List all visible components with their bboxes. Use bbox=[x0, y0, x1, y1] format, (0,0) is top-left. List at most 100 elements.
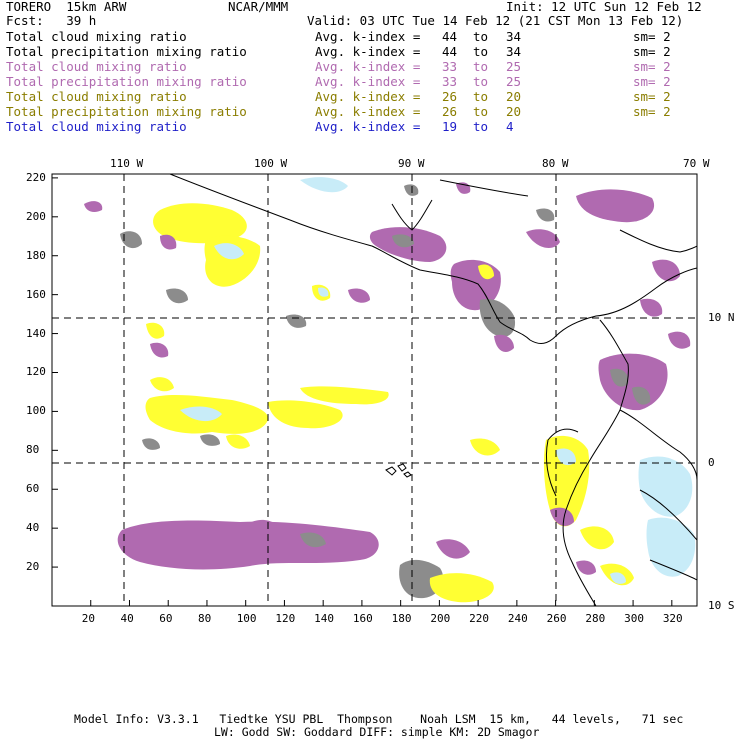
y-tick-label: 140 bbox=[26, 326, 46, 340]
legend-kindex-end: 25 bbox=[506, 74, 522, 89]
x-tick-label: 140 bbox=[314, 612, 335, 625]
x-tick-label: 60 bbox=[159, 612, 173, 625]
legend-row: Total precipitation mixing ratio Avg. k-i… bbox=[6, 104, 734, 119]
org-label: NCAR/MMM bbox=[228, 0, 289, 14]
legend-row: Total cloud mixing ratio Avg. k-index = 33… bbox=[6, 59, 734, 74]
legend-field-label: Total precipitation mixing ratio bbox=[6, 104, 247, 119]
cloud-region bbox=[429, 573, 494, 603]
longitude-label: 100 W bbox=[254, 157, 288, 170]
x-tick-label: 40 bbox=[120, 612, 134, 625]
legend-kindex-start: 19 bbox=[442, 119, 458, 134]
longitude-label: 90 W bbox=[398, 157, 425, 170]
legend-kindex-label: Avg. k-index = bbox=[315, 59, 421, 74]
cloud-region bbox=[248, 519, 280, 537]
x-tick-label: 280 bbox=[585, 612, 606, 625]
legend-to-label: to bbox=[473, 89, 489, 104]
cloud-region bbox=[300, 532, 326, 548]
legend-kindex-label: Avg. k-index = bbox=[315, 104, 421, 119]
x-tick-label: 220 bbox=[469, 612, 489, 625]
valid-time: Valid: 03 UTC Tue 14 Feb 12 (21 CST Mon … bbox=[307, 13, 684, 28]
y-tick-label: 20 bbox=[26, 560, 40, 574]
cloud-region bbox=[543, 435, 590, 527]
cloud-region bbox=[436, 539, 470, 559]
map-frame bbox=[51, 173, 698, 607]
cloud-region bbox=[632, 386, 651, 405]
legend-kindex-end: 20 bbox=[506, 89, 522, 104]
legend-kindex-start: 44 bbox=[442, 44, 458, 59]
legend-smoothing: sm= 2 bbox=[633, 104, 671, 119]
cloud-region bbox=[166, 288, 188, 304]
legend-kindex-end: 25 bbox=[506, 59, 522, 74]
cloud-region bbox=[142, 438, 160, 450]
cloud-region bbox=[153, 203, 247, 244]
latitude-label: 0 bbox=[708, 456, 715, 469]
model-info: Model Info: V3.3.1 Tiedtke YSU PBL Thomp… bbox=[74, 712, 684, 726]
cloud-region bbox=[576, 560, 596, 575]
cloud-region bbox=[180, 406, 222, 422]
longitude-label: 110 W bbox=[110, 157, 144, 170]
legend-field-label: Total precipitation mixing ratio bbox=[6, 44, 247, 59]
x-tick-label: 260 bbox=[546, 612, 567, 625]
y-tick-label: 200 bbox=[26, 209, 46, 223]
y-tick-label: 180 bbox=[26, 248, 46, 262]
x-tick-label: 240 bbox=[507, 612, 528, 625]
cloud-region bbox=[404, 184, 419, 196]
cloud-region bbox=[300, 177, 348, 193]
longitude-label: 70 W bbox=[683, 157, 710, 170]
cloud-region bbox=[226, 434, 250, 449]
legend-to-label: to bbox=[473, 104, 489, 119]
legend-row: Total precipitation mixing ratio Avg. k-i… bbox=[6, 44, 734, 59]
cloud-region bbox=[204, 235, 261, 287]
cloud-region bbox=[200, 434, 220, 446]
legend-kindex-label: Avg. k-index = bbox=[315, 29, 421, 44]
y-tick-label: 80 bbox=[26, 443, 40, 457]
init-time: Init: 12 UTC Sun 12 Feb 12 bbox=[506, 0, 702, 14]
legend-to-label: to bbox=[473, 119, 489, 134]
cloud-region bbox=[610, 572, 626, 584]
cloud-region bbox=[478, 264, 494, 280]
x-tick-label: 300 bbox=[624, 612, 644, 625]
legend-to-label: to bbox=[473, 74, 489, 89]
legend-to-label: to bbox=[473, 29, 489, 44]
x-tick-label: 120 bbox=[275, 612, 296, 625]
cloud-region bbox=[668, 331, 691, 349]
legend-kindex-label: Avg. k-index = bbox=[315, 89, 421, 104]
legend-kindex-end: 4 bbox=[506, 119, 514, 134]
cloud-region bbox=[556, 448, 576, 466]
cloud-region bbox=[160, 234, 177, 250]
cloud-region bbox=[286, 314, 307, 328]
legend-field-label: Total cloud mixing ratio bbox=[6, 89, 187, 104]
x-tick-label: 320 bbox=[662, 612, 683, 625]
physics-info: LW: Godd SW: Goddard DIFF: simple KM: 2D… bbox=[214, 725, 540, 739]
cloud-region bbox=[638, 456, 693, 517]
legend-smoothing: sm= 2 bbox=[633, 89, 671, 104]
cloud-region bbox=[150, 377, 174, 392]
legend-kindex-label: Avg. k-index = bbox=[315, 74, 421, 89]
cloud-region bbox=[610, 368, 629, 387]
cloud-region bbox=[580, 526, 614, 550]
longitude-label: 80 W bbox=[542, 157, 569, 170]
cloud-region bbox=[150, 342, 169, 358]
cloud-region bbox=[268, 400, 343, 429]
cloud-region bbox=[392, 234, 414, 248]
legend-kindex-start: 44 bbox=[442, 29, 458, 44]
x-tick-label: 100 bbox=[236, 612, 257, 625]
legend-smoothing: sm= 2 bbox=[633, 44, 671, 59]
cloud-region bbox=[146, 322, 165, 339]
x-tick-label: 160 bbox=[352, 612, 373, 625]
cloud-region bbox=[652, 259, 680, 282]
legend-to-label: to bbox=[473, 44, 489, 59]
legend-kindex-end: 34 bbox=[506, 29, 522, 44]
legend-field-label: Total precipitation mixing ratio bbox=[6, 74, 247, 89]
x-tick-label: 180 bbox=[391, 612, 412, 625]
legend-smoothing: sm= 2 bbox=[633, 59, 671, 74]
legend-smoothing: sm= 2 bbox=[633, 74, 671, 89]
legend-kindex-label: Avg. k-index = bbox=[315, 119, 421, 134]
y-tick-label: 160 bbox=[26, 287, 46, 301]
legend-kindex-start: 26 bbox=[442, 104, 458, 119]
graticule bbox=[52, 174, 697, 606]
model-title: TORERO 15km ARW bbox=[6, 0, 127, 14]
cloud-region bbox=[318, 287, 329, 297]
legend-kindex-end: 20 bbox=[506, 104, 522, 119]
